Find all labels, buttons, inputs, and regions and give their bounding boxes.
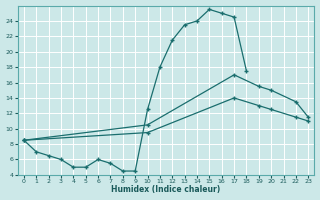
X-axis label: Humidex (Indice chaleur): Humidex (Indice chaleur) xyxy=(111,185,221,194)
